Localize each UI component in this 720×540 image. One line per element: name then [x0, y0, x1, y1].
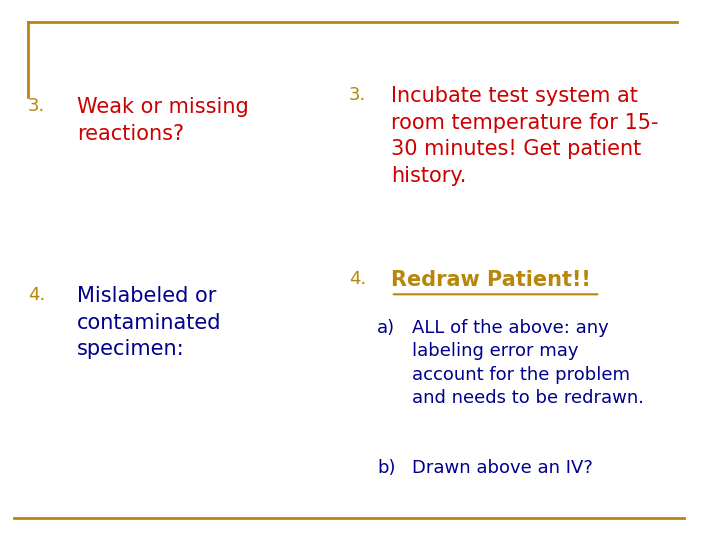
Text: 3.: 3.: [28, 97, 45, 115]
Text: Mislabeled or
contaminated
specimen:: Mislabeled or contaminated specimen:: [77, 286, 221, 359]
Text: 4.: 4.: [28, 286, 45, 304]
Text: Incubate test system at
room temperature for 15-
30 minutes! Get patient
history: Incubate test system at room temperature…: [391, 86, 658, 186]
Text: 4.: 4.: [349, 270, 366, 288]
Text: Drawn above an IV?: Drawn above an IV?: [412, 459, 593, 477]
Text: Redraw Patient!!: Redraw Patient!!: [391, 270, 590, 290]
Text: a): a): [377, 319, 395, 336]
Text: b): b): [377, 459, 395, 477]
Text: ALL of the above: any
labeling error may
account for the problem
and needs to be: ALL of the above: any labeling error may…: [412, 319, 644, 407]
Text: Weak or missing
reactions?: Weak or missing reactions?: [77, 97, 248, 144]
Text: 3.: 3.: [349, 86, 366, 104]
